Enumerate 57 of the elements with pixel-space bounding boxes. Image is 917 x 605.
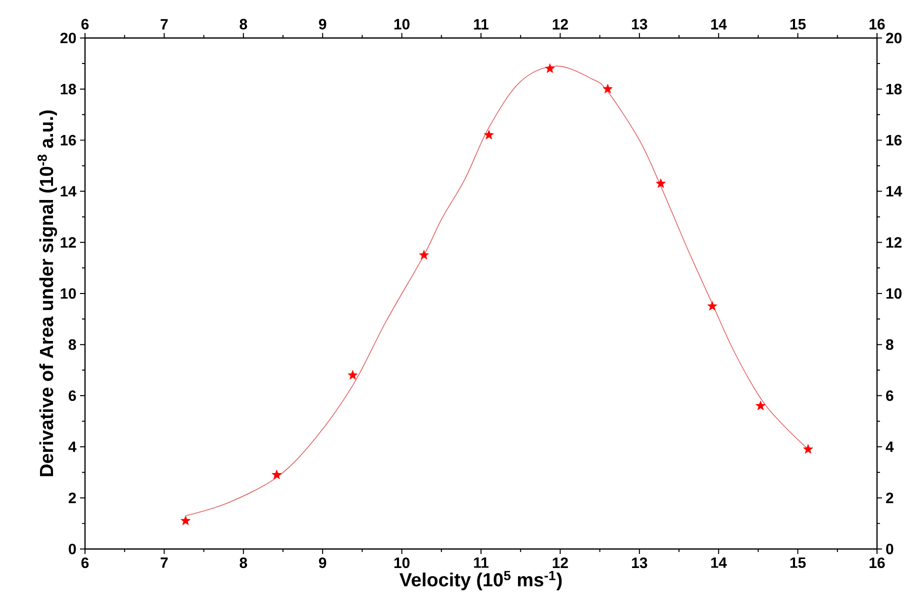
x-tick-label: 8 bbox=[240, 558, 248, 568]
y-tick-label: 10 bbox=[60, 288, 76, 299]
y-tick-label: 0 bbox=[68, 544, 76, 554]
y2-tick-label: 16 bbox=[886, 134, 902, 146]
y2-tick-label: 14 bbox=[886, 186, 902, 196]
x-tick-label: 6 bbox=[81, 558, 89, 568]
y2-tick-label: 20 bbox=[886, 32, 902, 44]
point bbox=[656, 178, 666, 188]
y-tick-label: 16 bbox=[60, 134, 76, 146]
point bbox=[419, 250, 429, 260]
x2-tick-label: 8 bbox=[240, 18, 248, 30]
x2-tick-label: 14 bbox=[711, 19, 727, 30]
point bbox=[707, 301, 718, 311]
x2-tick-label: 13 bbox=[632, 18, 648, 30]
point bbox=[180, 516, 191, 526]
y-tick-label: 12 bbox=[60, 237, 76, 248]
y-tick-label: 20 bbox=[60, 32, 76, 44]
x-tick-label: 12 bbox=[552, 558, 568, 568]
y-tick-label: 2 bbox=[68, 492, 76, 504]
x2-tick-label: 12 bbox=[552, 19, 568, 30]
y2-tick-label: 18 bbox=[886, 84, 902, 94]
y2-tick-label: 4 bbox=[886, 442, 894, 452]
x2-tick-label: 9 bbox=[318, 18, 326, 30]
point bbox=[348, 370, 358, 380]
x2-tick-label: 10 bbox=[394, 18, 410, 30]
y-tick-label: 14 bbox=[60, 186, 76, 196]
x2-tick-label: 7 bbox=[160, 19, 168, 30]
y2-tick-label: 12 bbox=[886, 237, 902, 248]
y-tick-label: 18 bbox=[60, 84, 76, 94]
x-tick-label: 15 bbox=[790, 558, 806, 568]
y-tick-label: 6 bbox=[68, 390, 76, 401]
x-tick-label: 7 bbox=[160, 558, 168, 568]
x-tick-label: 16 bbox=[870, 558, 885, 568]
x-tick-label: 11 bbox=[474, 558, 488, 568]
y-tick-label: 4 bbox=[68, 442, 76, 452]
y2-tick-label: 0 bbox=[886, 544, 894, 554]
point bbox=[544, 63, 555, 73]
point bbox=[272, 470, 282, 480]
y-axis-title: Derivative of Area under signal (10$^{-8}$ a.u.) bbox=[38, 110, 58, 476]
point bbox=[756, 400, 766, 410]
x2-tick-label: 6 bbox=[81, 18, 89, 30]
y-tick-label: 8 bbox=[68, 339, 76, 350]
x-tick-label: 10 bbox=[394, 558, 410, 568]
point bbox=[602, 84, 613, 94]
y2-tick-label: 2 bbox=[886, 492, 894, 504]
x2-tick-label: 11 bbox=[474, 19, 488, 30]
x-axis-title: Velocity (10$^{5}$ ms$^{-1}$) bbox=[400, 570, 562, 590]
x-tick-label: 14 bbox=[711, 558, 727, 568]
y2-tick-label: 8 bbox=[886, 339, 894, 350]
y2-tick-label: 10 bbox=[886, 288, 902, 299]
y2-tick-label: 6 bbox=[886, 390, 894, 401]
point bbox=[484, 130, 494, 140]
x2-tick-label: 15 bbox=[790, 19, 806, 30]
point bbox=[803, 444, 814, 454]
x2-tick-label: 16 bbox=[870, 18, 885, 30]
x-tick-label: 13 bbox=[632, 558, 648, 568]
x-tick-label: 9 bbox=[318, 558, 326, 568]
